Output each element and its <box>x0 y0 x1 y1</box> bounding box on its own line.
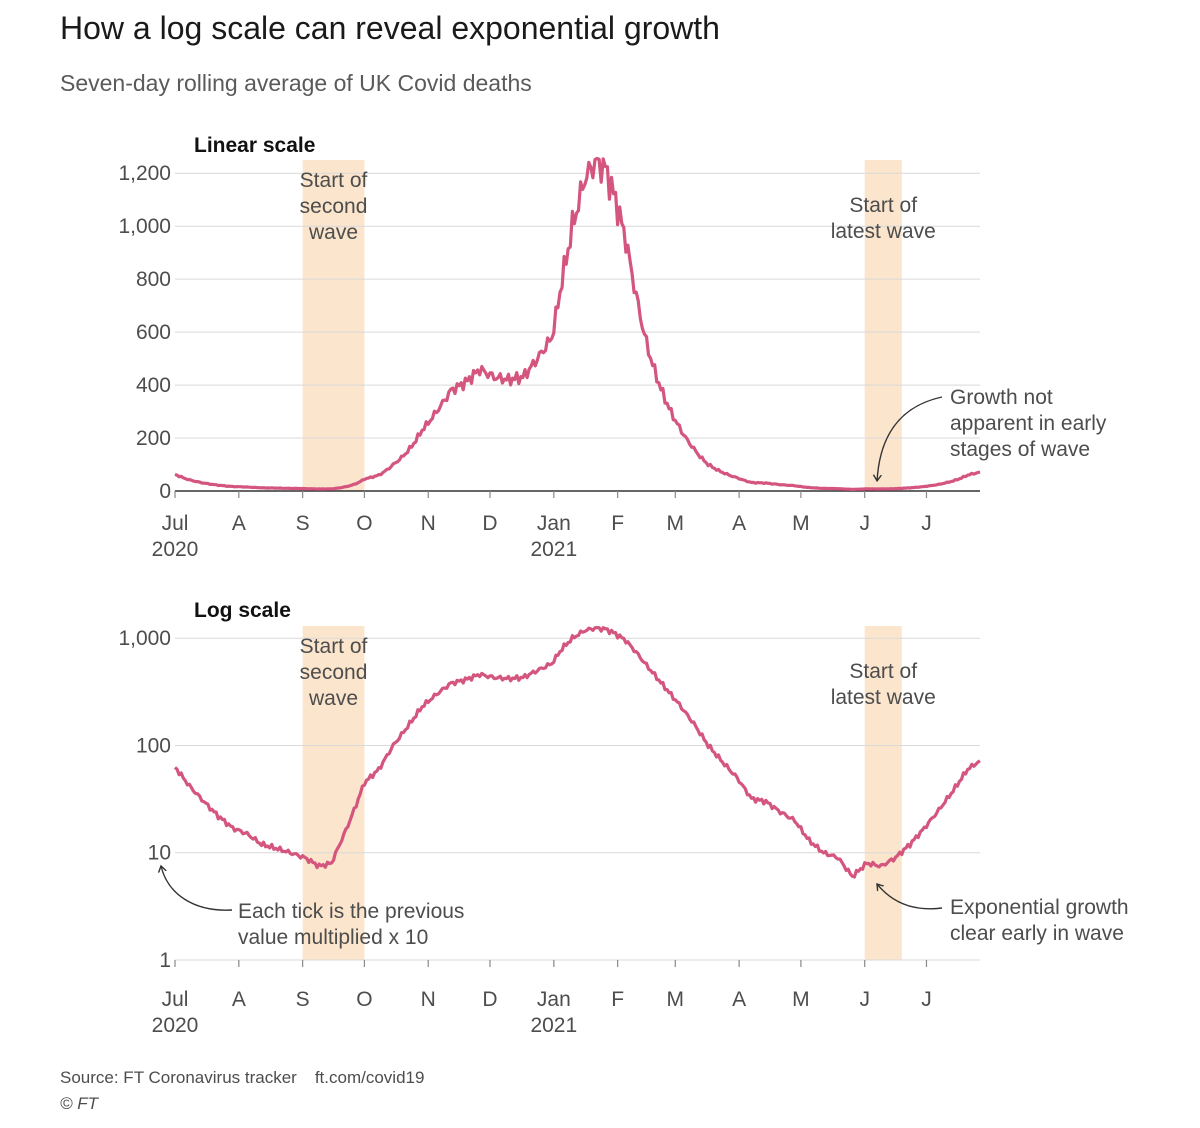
band-label: latest wave <box>831 686 936 709</box>
x-tick-label: J <box>921 988 932 1011</box>
annotation-text: Exponential growth <box>950 896 1129 919</box>
y-tick-label: 1,000 <box>118 627 171 650</box>
y-tick-label: 10 <box>148 842 171 865</box>
x-tick-label: M <box>667 988 685 1011</box>
annotation-text: Growth not <box>950 386 1053 409</box>
x-tick-label: D <box>482 512 497 535</box>
x-tick-label: A <box>732 988 746 1011</box>
deaths-series-line <box>173 626 981 879</box>
y-tick-label: 1 <box>159 949 171 972</box>
x-tick-label: Jul <box>162 988 189 1011</box>
y-tick-label: 400 <box>136 374 171 397</box>
x-tick-label: J <box>859 988 870 1011</box>
x-year-label: 2020 <box>152 1014 199 1037</box>
x-tick-label: A <box>732 512 746 535</box>
x-year-label: 2021 <box>530 538 577 561</box>
x-tick-label: M <box>792 512 810 535</box>
band-label: Start of <box>849 194 917 217</box>
annotation-text: clear early in wave <box>950 922 1124 945</box>
band-label: Start of <box>300 635 368 658</box>
chart-figure: 0 200 400 600 800 1,000 1,200 Linear scale Start… <box>118 134 1129 1037</box>
x-tick-label: O <box>356 512 372 535</box>
y-tick-label: 0 <box>159 480 171 503</box>
band-label: Start of <box>849 660 917 683</box>
deaths-series-line <box>174 156 981 491</box>
x-tick-label: M <box>792 988 810 1011</box>
chart-subtitle: Seven-day rolling average of UK Covid de… <box>60 70 532 96</box>
panel-label: Log scale <box>194 599 291 622</box>
annotation-arrow <box>161 866 233 911</box>
y-tick-label: 1,200 <box>118 162 171 185</box>
wave-band-1 <box>302 626 365 960</box>
annotation-arrow <box>877 884 943 910</box>
annotation-text: stages of wave <box>950 438 1090 461</box>
y-tick-label: 200 <box>136 427 171 450</box>
annotation-arrow <box>877 396 943 481</box>
band-label: wave <box>308 687 358 710</box>
x-tick-label: A <box>232 512 246 535</box>
x-tick-label: J <box>859 512 870 535</box>
band-label: second <box>300 195 368 218</box>
chart-title: How a log scale can reveal exponential g… <box>60 10 720 46</box>
x-tick-label: N <box>421 988 436 1011</box>
x-year-label: 2020 <box>152 538 199 561</box>
x-tick-label: N <box>421 512 436 535</box>
x-tick-label: O <box>356 988 372 1011</box>
panel-label: Linear scale <box>194 134 315 157</box>
source-text: Source: FT Coronavirus tracker <box>60 1068 297 1087</box>
y-tick-label: 1,000 <box>118 215 171 238</box>
x-tick-label: S <box>296 512 310 535</box>
band-label: wave <box>308 221 358 244</box>
y-tick-label: 800 <box>136 268 171 291</box>
x-tick-label: M <box>667 512 685 535</box>
x-year-label: 2021 <box>530 1014 577 1037</box>
y-tick-label: 600 <box>136 321 171 344</box>
x-tick-label: Jul <box>162 512 189 535</box>
x-tick-label: A <box>232 988 246 1011</box>
annotation-text: value multiplied x 10 <box>238 926 428 949</box>
y-tick-label: 100 <box>136 734 171 757</box>
x-tick-label: D <box>482 988 497 1011</box>
band-label: latest wave <box>831 220 936 243</box>
x-tick-label: Jan <box>537 988 571 1011</box>
x-tick-label: Jan <box>537 512 571 535</box>
annotation-text: apparent in early <box>950 412 1107 435</box>
wave-band-1 <box>302 160 365 491</box>
copyright-text: © FT <box>60 1094 99 1113</box>
x-tick-label: J <box>921 512 932 535</box>
annotation-text: Each tick is the previous <box>238 900 464 923</box>
wave-band-2 <box>864 160 902 491</box>
source-url: ft.com/covid19 <box>314 1068 425 1087</box>
source-line: Source: FT Coronavirus tracker ft.com/cov… <box>60 1068 424 1088</box>
wave-band-2 <box>864 626 902 960</box>
x-tick-label: F <box>611 988 624 1011</box>
band-label: second <box>300 661 368 684</box>
x-tick-label: S <box>296 988 310 1011</box>
x-tick-label: F <box>611 512 624 535</box>
band-label: Start of <box>300 169 368 192</box>
